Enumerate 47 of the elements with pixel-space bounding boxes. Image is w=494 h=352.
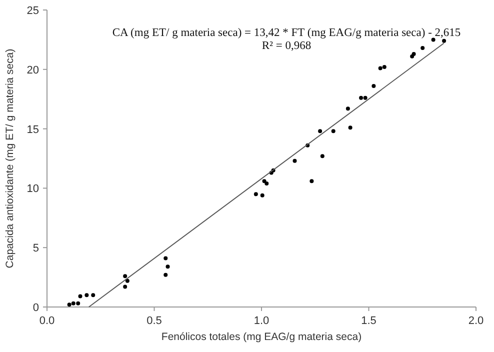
x-axis-title: Fenólicos totales (mg EAG/g materia seca) (161, 331, 362, 343)
x-tick-label: 1.0 (254, 315, 270, 327)
point (123, 284, 128, 289)
point (78, 294, 82, 298)
point (84, 293, 89, 298)
point (318, 129, 322, 134)
point (348, 126, 352, 130)
point (164, 272, 168, 277)
point (363, 96, 368, 100)
point (123, 274, 128, 278)
x-tick-label: 0.5 (146, 315, 162, 327)
point (320, 154, 324, 158)
point (76, 301, 80, 306)
y-tick-label: 10 (26, 183, 39, 196)
x-tick-label: 0.0 (39, 315, 55, 327)
point (260, 193, 264, 198)
point (67, 302, 72, 307)
point (166, 264, 170, 269)
point (125, 278, 130, 283)
point (254, 192, 258, 196)
point (442, 38, 446, 43)
point (431, 38, 436, 42)
y-tick-label: 20 (26, 64, 39, 76)
point (346, 106, 350, 111)
point (378, 66, 382, 70)
annotation: CA (mg ET/ g materia seca) = 13,42 * FT (mg EAG/g materia seca) - 2,615 (112, 27, 461, 39)
point (412, 52, 416, 56)
point (262, 179, 266, 184)
y-tick-label: 0 (32, 302, 39, 314)
y-tick-label: 25 (26, 5, 39, 17)
point (310, 179, 314, 184)
point (359, 96, 364, 100)
point (382, 65, 386, 70)
x-tick-label: 2.0 (468, 315, 484, 327)
point (71, 301, 76, 306)
point (164, 256, 168, 260)
annotation: R² = 0,968 (262, 40, 312, 52)
point (420, 46, 425, 50)
point (331, 129, 336, 134)
y-axis-title: Capacida antioxidante (mg ET/ g materia seca) (4, 48, 16, 268)
y-tick-label: 15 (26, 124, 39, 136)
x-tick-label: 1.5 (361, 315, 376, 327)
point (292, 158, 297, 163)
point (372, 84, 376, 88)
point (264, 181, 269, 186)
y-tick-label: 5 (32, 242, 39, 255)
point (91, 293, 96, 298)
